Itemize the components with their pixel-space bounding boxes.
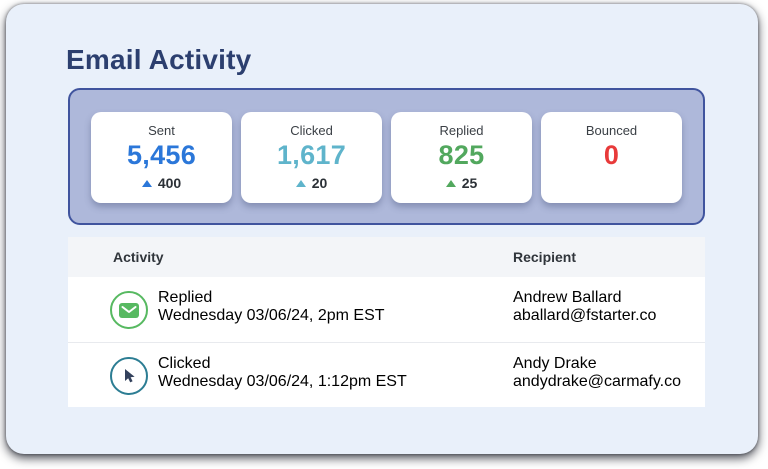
triangle-up-icon <box>141 179 152 187</box>
stat-card-clicked: Clicked 1,617 20 <box>241 112 382 203</box>
activity-cell: Clicked Wednesday 03/06/24, 1:12pm EST <box>158 355 407 391</box>
stat-card-sent: Sent 5,456 400 <box>91 112 232 203</box>
stat-delta-value: 20 <box>311 175 328 191</box>
recipient-cell: Andrew Ballard aballard@fstarter.co <box>513 289 656 325</box>
stat-label: Clicked <box>290 123 333 138</box>
activity-type: Replied <box>158 289 213 306</box>
stats-panel: Sent 5,456 400 Clicked 1,617 20 Replied … <box>68 88 705 225</box>
stat-value: 825 <box>438 140 485 170</box>
stat-label: Sent <box>148 123 175 138</box>
triangle-up-icon <box>295 179 306 187</box>
table-row[interactable]: Replied Wednesday 03/06/24, 2pm EST Andr… <box>68 277 705 342</box>
stat-card-replied: Replied 825 25 <box>391 112 532 203</box>
stat-value: 0 <box>603 140 620 170</box>
stat-value: 1,617 <box>276 140 347 170</box>
recipient-email: andydrake@carmafy.co <box>513 373 682 390</box>
activity-cell: Replied Wednesday 03/06/24, 2pm EST <box>158 289 385 325</box>
stat-delta-value: 400 <box>157 175 182 191</box>
recipient-cell: Andy Drake andydrake@carmafy.co <box>513 355 681 391</box>
activity-datetime: Wednesday 03/06/24, 2pm EST <box>158 307 385 324</box>
recipient-name: Andrew Ballard <box>513 289 622 306</box>
table-header: Activity Recipient <box>68 237 705 277</box>
stat-label: Replied <box>439 123 484 138</box>
column-header-activity: Activity <box>113 249 164 265</box>
column-header-recipient: Recipient <box>513 249 577 265</box>
stat-delta: 400 <box>141 175 182 191</box>
activity-type: Clicked <box>158 355 211 372</box>
cursor-icon <box>110 357 148 395</box>
envelope-icon <box>110 291 148 329</box>
stat-label: Bounced <box>585 123 638 138</box>
activity-table: Activity Recipient Replied Wednesday 03/… <box>68 237 705 407</box>
table-row[interactable]: Clicked Wednesday 03/06/24, 1:12pm EST A… <box>68 342 705 407</box>
stat-delta: 20 <box>295 175 328 191</box>
stat-delta: 25 <box>445 175 478 191</box>
activity-datetime: Wednesday 03/06/24, 1:12pm EST <box>158 373 407 390</box>
email-activity-card: Email Activity Sent 5,456 400 Clicked 1,… <box>6 4 758 454</box>
stat-card-bounced: Bounced 0 <box>541 112 682 203</box>
recipient-email: aballard@fstarter.co <box>513 307 657 324</box>
page-title: Email Activity <box>66 44 252 75</box>
stat-value: 5,456 <box>126 140 197 170</box>
triangle-up-icon <box>445 179 456 187</box>
stat-delta-value: 25 <box>461 175 478 191</box>
recipient-name: Andy Drake <box>513 355 597 372</box>
